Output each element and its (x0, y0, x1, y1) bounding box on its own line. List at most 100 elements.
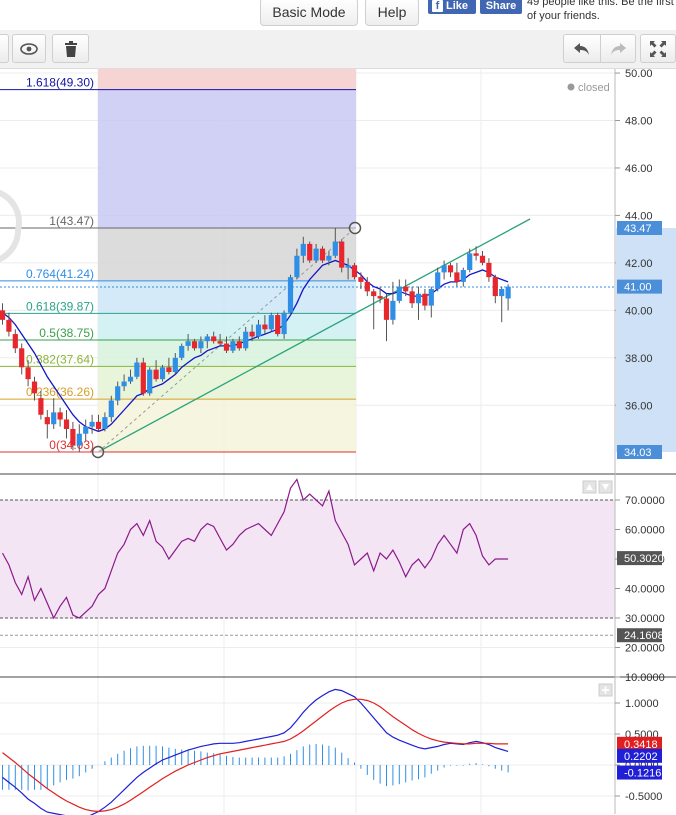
candle[interactable] (249, 331, 255, 337)
fibonacci-anchor-start[interactable] (91, 445, 105, 459)
candle[interactable] (166, 367, 172, 373)
candle[interactable] (422, 293, 428, 306)
candle[interactable] (486, 262, 492, 278)
candle[interactable] (415, 293, 422, 304)
candle[interactable] (115, 386, 121, 401)
fibonacci-anchor-end[interactable] (348, 221, 362, 235)
candle[interactable] (441, 265, 447, 273)
candle[interactable] (140, 362, 146, 394)
candle[interactable] (281, 312, 287, 335)
macd-badge-label: -0.1216 (624, 768, 661, 780)
candle[interactable] (121, 381, 127, 387)
candle[interactable] (364, 281, 370, 292)
candle[interactable] (313, 248, 319, 261)
candle[interactable] (409, 291, 415, 304)
candle[interactable] (230, 341, 236, 351)
candle[interactable] (153, 369, 159, 380)
toggle-visibility-button[interactable] (12, 34, 46, 63)
candle[interactable] (31, 381, 38, 394)
candle[interactable] (76, 433, 82, 446)
candle[interactable] (12, 334, 18, 349)
candle[interactable] (345, 265, 351, 268)
candle[interactable] (428, 288, 434, 306)
candle[interactable] (326, 255, 332, 261)
candle[interactable] (70, 428, 76, 446)
candle[interactable] (44, 417, 50, 425)
candle[interactable] (255, 324, 262, 337)
redo-button[interactable] (600, 34, 636, 63)
candle[interactable] (390, 300, 396, 320)
help-button[interactable]: Help (365, 0, 419, 26)
candle[interactable] (51, 412, 57, 425)
candle[interactable] (294, 255, 300, 278)
candle[interactable] (134, 362, 140, 377)
candle[interactable] (473, 253, 479, 256)
facebook-like-button[interactable]: f Like (428, 0, 476, 14)
undo-button[interactable] (563, 34, 601, 63)
candle[interactable] (147, 369, 153, 394)
candle[interactable] (57, 412, 63, 420)
candle[interactable] (275, 315, 281, 335)
candle[interactable] (19, 348, 25, 368)
candle[interactable] (0, 310, 6, 320)
candle[interactable] (198, 341, 204, 349)
candle[interactable] (159, 367, 166, 380)
candle[interactable] (108, 400, 114, 418)
macd-line[interactable] (2, 688, 509, 815)
candle[interactable] (172, 357, 178, 373)
candle[interactable] (25, 367, 31, 380)
candle[interactable] (83, 426, 89, 434)
chart-area[interactable]: 1.618(49.30) 1(43.47) 0.764(41.24) 0.618(39… (0, 69, 676, 815)
candle[interactable] (383, 298, 390, 320)
candle[interactable] (262, 324, 268, 330)
macd-badge-label: 0.2202 (624, 751, 658, 763)
basic-mode-button[interactable]: Basic Mode (260, 0, 358, 26)
candle[interactable] (479, 255, 486, 263)
candle[interactable] (300, 243, 306, 256)
candle[interactable] (268, 315, 274, 330)
candle[interactable] (179, 345, 185, 358)
candle[interactable] (307, 243, 313, 261)
candle[interactable] (492, 277, 498, 297)
candle[interactable] (332, 241, 338, 256)
candle[interactable] (102, 417, 108, 429)
candle[interactable] (460, 270, 466, 282)
candle[interactable] (454, 272, 460, 282)
candle[interactable] (377, 296, 383, 299)
candle[interactable] (63, 419, 70, 429)
rsi-line-path[interactable] (1, 478, 509, 620)
candle[interactable] (211, 336, 217, 342)
candle[interactable] (403, 286, 409, 292)
trendline-support[interactable] (97, 218, 531, 453)
macd-signal-line[interactable] (2, 698, 509, 813)
candle[interactable] (396, 286, 402, 301)
facebook-share-button[interactable]: Share (480, 0, 522, 14)
candle[interactable] (38, 398, 44, 415)
candle[interactable] (467, 253, 473, 270)
candle[interactable] (505, 286, 511, 299)
candle[interactable] (204, 336, 210, 342)
candle[interactable] (243, 331, 249, 349)
delete-button[interactable] (52, 34, 89, 63)
candle[interactable] (6, 319, 12, 332)
candle[interactable] (223, 343, 230, 351)
candle[interactable] (339, 241, 345, 268)
candle[interactable] (371, 291, 377, 297)
candle[interactable] (287, 277, 294, 313)
candle[interactable] (217, 341, 223, 344)
fullscreen-button[interactable] (640, 34, 676, 63)
candle[interactable] (435, 272, 441, 289)
axis-tick-label: 44.00 (625, 210, 653, 222)
candle[interactable] (358, 277, 364, 282)
candle[interactable] (351, 265, 358, 278)
candle[interactable] (191, 341, 198, 349)
candle[interactable] (95, 421, 102, 429)
candle[interactable] (89, 421, 95, 427)
candle[interactable] (499, 288, 505, 297)
candle[interactable] (127, 376, 134, 382)
candle[interactable] (319, 248, 326, 261)
toolbar-partial-button[interactable] (0, 34, 9, 63)
candle[interactable] (447, 265, 454, 273)
candle[interactable] (185, 341, 191, 346)
candle[interactable] (236, 341, 242, 349)
